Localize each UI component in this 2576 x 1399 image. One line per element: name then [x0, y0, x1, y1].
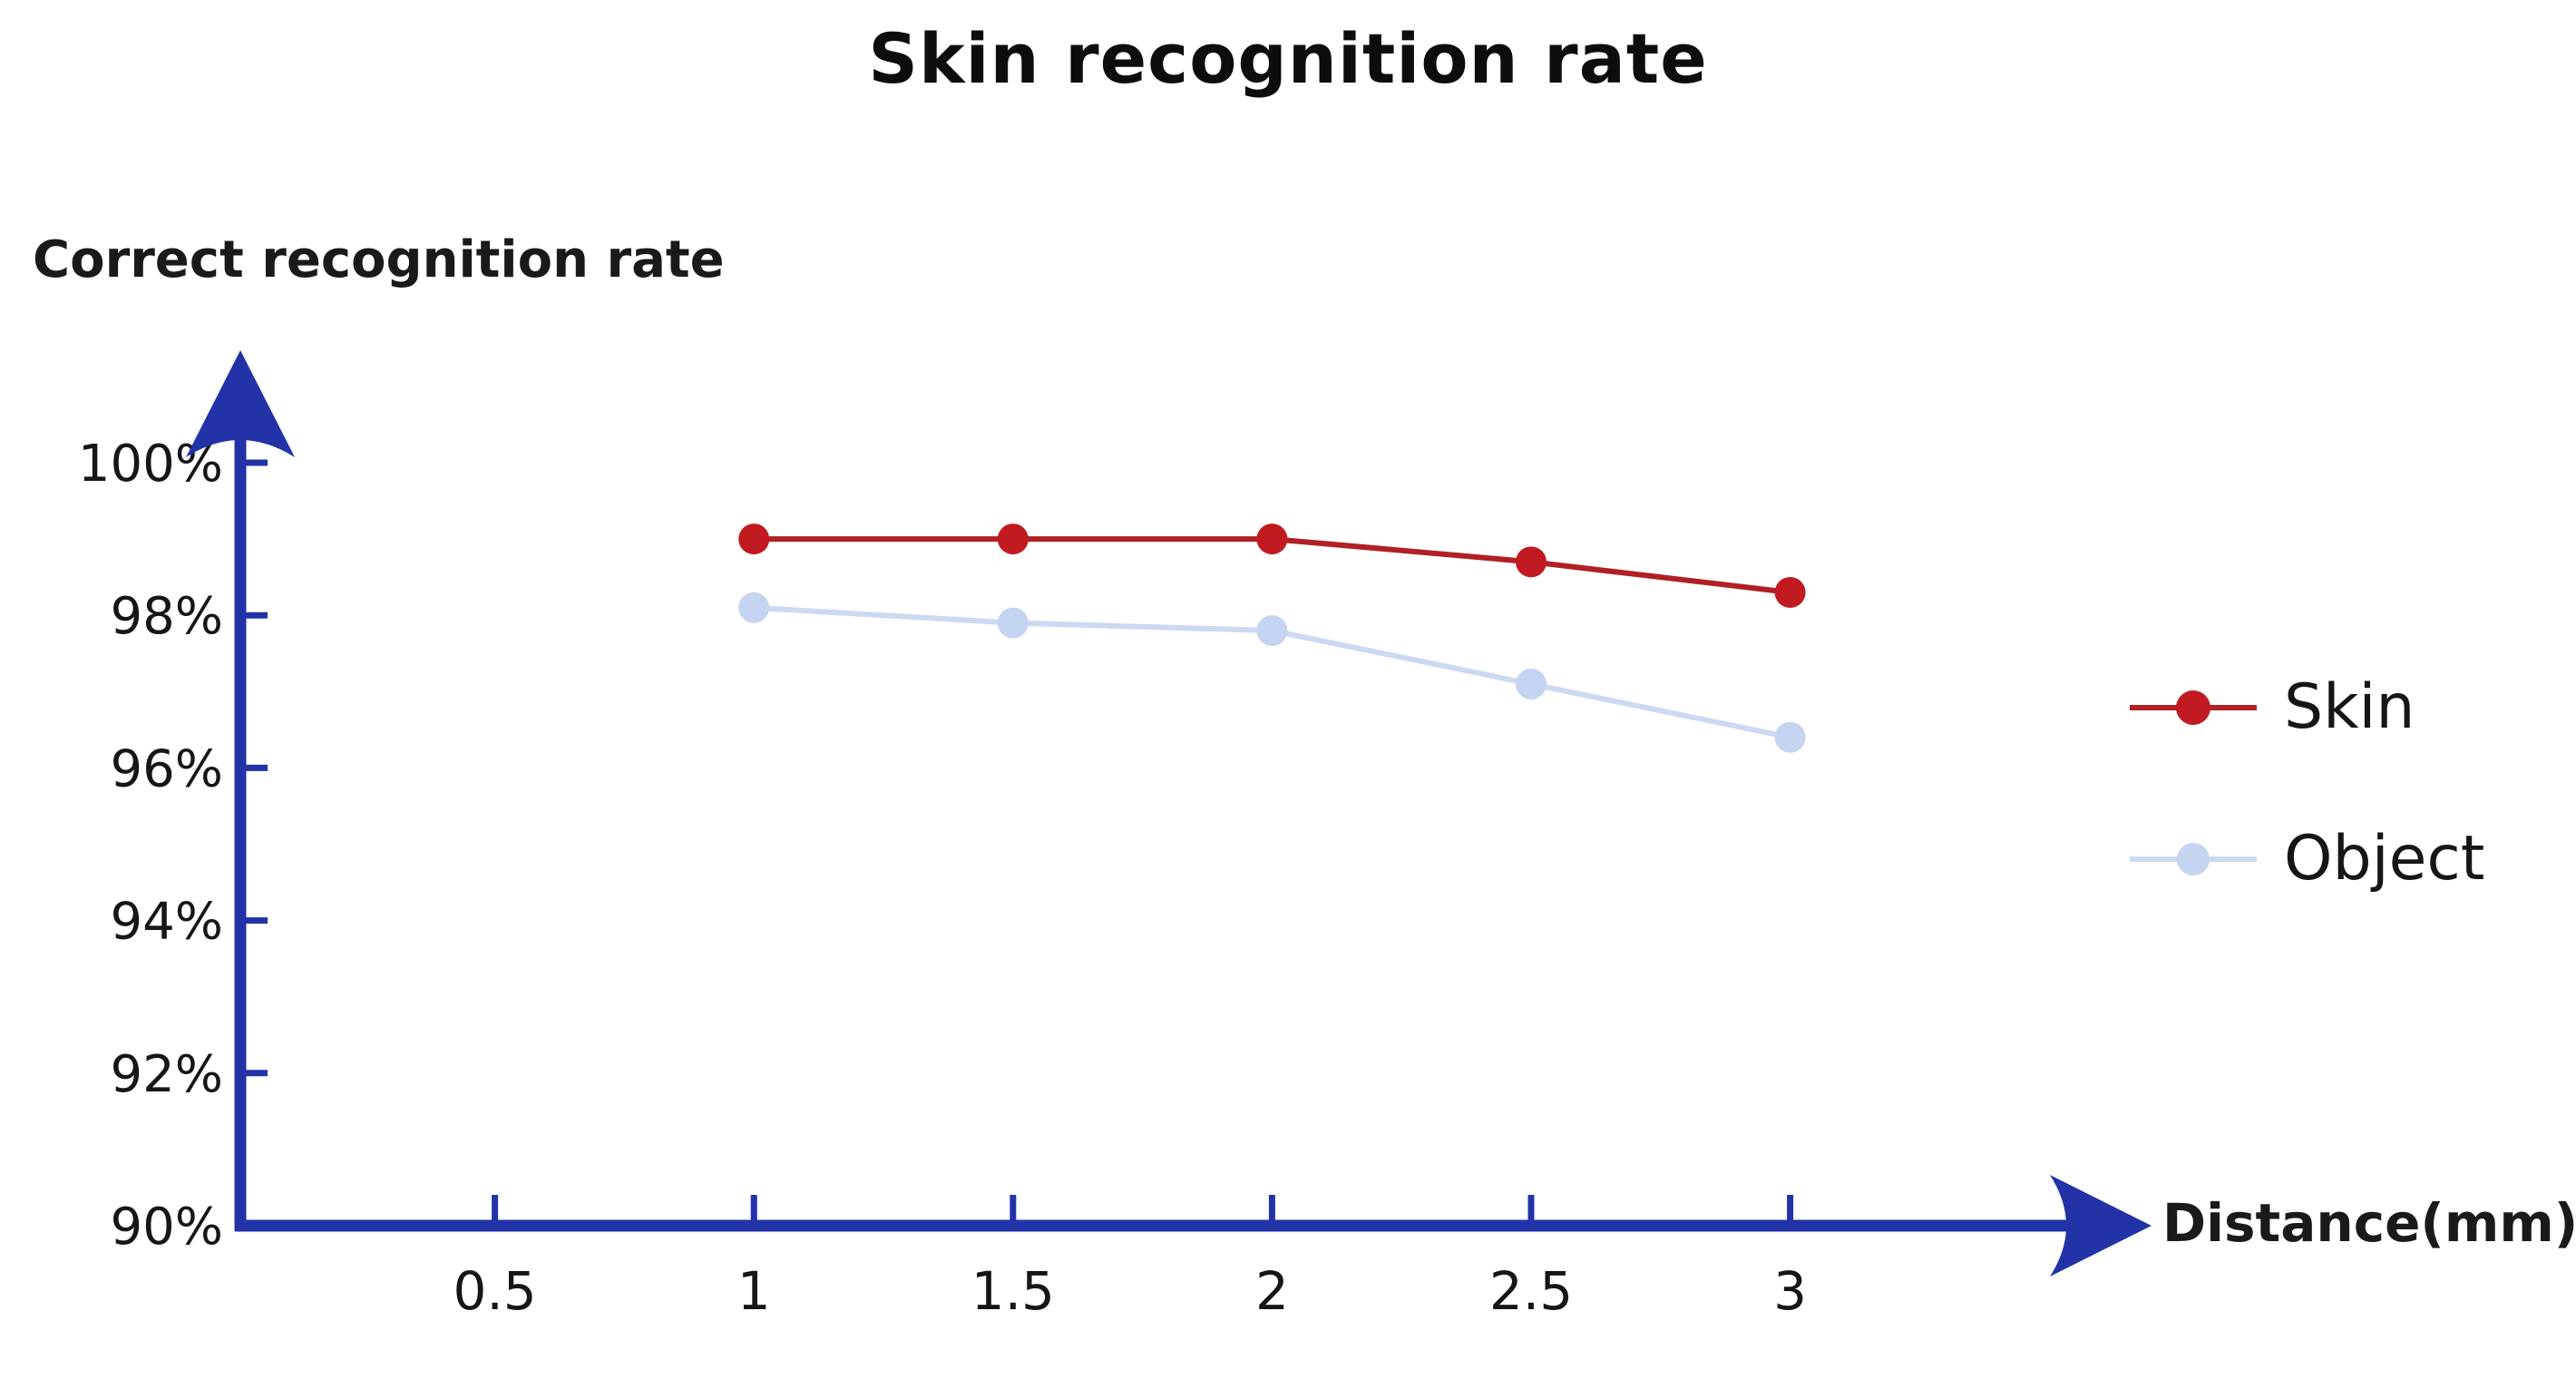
x-tick-label: 1.5	[971, 1260, 1055, 1322]
x-tick-label: 2.5	[1489, 1260, 1573, 1322]
object-data-point	[1774, 721, 1806, 753]
legend-label-object: Object	[2284, 823, 2485, 895]
y-axis-title: Correct recognition rate	[33, 230, 725, 289]
chart-title: Skin recognition rate	[868, 18, 1708, 99]
skin-data-point	[997, 523, 1029, 555]
y-tick-label: 90%	[111, 1198, 223, 1257]
object-data-point	[1516, 668, 1547, 700]
object-data-point	[1256, 615, 1288, 647]
x-tick-label: 3	[1773, 1260, 1807, 1322]
legend: Skin Object	[2130, 671, 2484, 895]
x-axis-arrowhead	[2050, 1175, 2152, 1277]
skin-data-point	[1774, 576, 1806, 608]
y-tick-label: 94%	[111, 893, 223, 952]
object-series-marker-icon	[2130, 842, 2257, 876]
legend-label-skin: Skin	[2284, 671, 2415, 743]
y-tick-label: 92%	[111, 1045, 223, 1104]
object-data-point	[738, 592, 770, 623]
x-tick-label: 2	[1255, 1260, 1289, 1322]
legend-entry-object: Object	[2130, 823, 2484, 895]
x-tick-label: 0.5	[453, 1260, 536, 1322]
object-data-point	[997, 607, 1029, 639]
y-axis-arrowhead	[186, 350, 295, 457]
y-tick-label: 96%	[111, 739, 223, 798]
skin-series-marker-icon	[2130, 690, 2257, 725]
x-axis-title: Distance(mm)	[2162, 1192, 2576, 1254]
skin-data-point	[1516, 546, 1547, 578]
skin-data-point	[738, 523, 770, 555]
legend-entry-skin: Skin	[2130, 671, 2484, 743]
x-tick-label: 1	[737, 1260, 771, 1322]
skin-data-point	[1256, 523, 1288, 555]
y-tick-label: 98%	[111, 587, 223, 646]
